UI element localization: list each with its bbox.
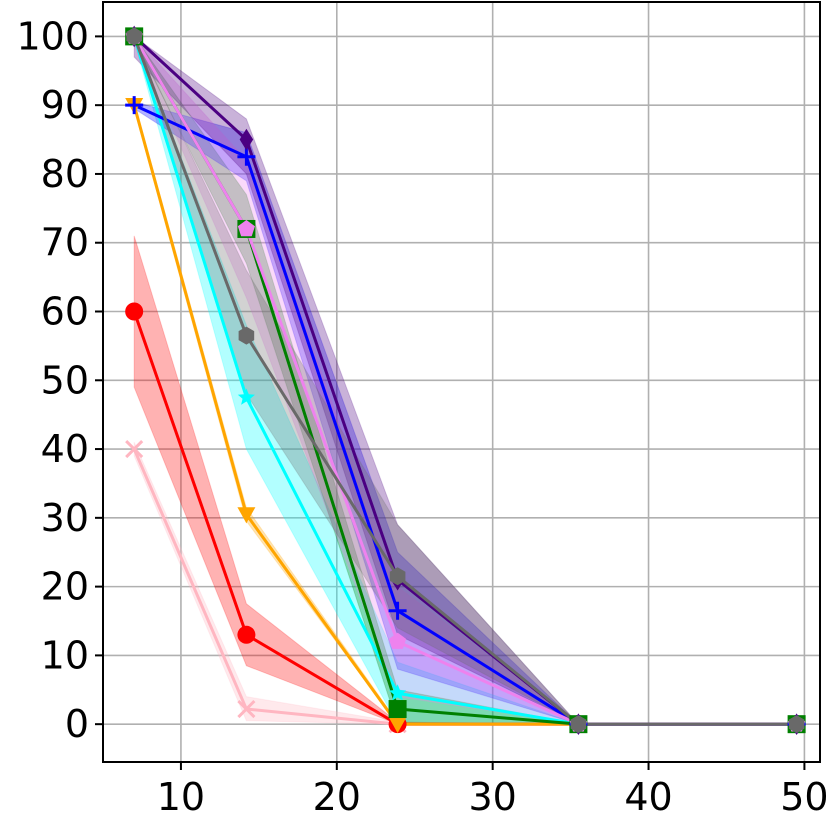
series-4-marker bbox=[388, 700, 407, 719]
y-tick-label: 90 bbox=[41, 83, 89, 127]
series-1-marker bbox=[125, 302, 144, 321]
series-2-marker bbox=[388, 716, 407, 734]
series-7-marker bbox=[239, 128, 254, 151]
y-tick-label: 60 bbox=[41, 290, 89, 334]
plot-frame bbox=[102, 1, 821, 763]
series-8-marker bbox=[788, 715, 805, 734]
series-0-marker bbox=[125, 439, 144, 459]
series-8-marker bbox=[126, 27, 142, 46]
series-5-marker bbox=[237, 147, 256, 166]
y-tick-label: 40 bbox=[41, 427, 89, 471]
x-tick-label: 30 bbox=[468, 775, 516, 818]
y-tick-label: 10 bbox=[41, 633, 89, 677]
series-6-marker bbox=[237, 219, 255, 237]
series-3-marker bbox=[237, 388, 255, 405]
y-tick-label: 30 bbox=[41, 496, 89, 540]
x-tick-label: 50 bbox=[780, 775, 826, 818]
y-tick-label: 80 bbox=[41, 152, 89, 196]
series-3-marker bbox=[389, 684, 407, 701]
y-tick-label: 0 bbox=[65, 702, 89, 746]
series-8-marker bbox=[570, 715, 587, 734]
series-8-marker bbox=[389, 567, 406, 586]
x-tick-label: 20 bbox=[313, 775, 361, 818]
y-axis-tick-labels: 0 10 20 30 40 50 60 70 80 90 100 bbox=[16, 14, 89, 746]
series-5-marker bbox=[125, 96, 144, 115]
x-tick-label: 10 bbox=[157, 775, 205, 818]
series-0-marker bbox=[237, 699, 256, 719]
x-tick-label: 40 bbox=[624, 775, 672, 818]
y-tick-label: 100 bbox=[16, 14, 89, 58]
series-5-marker bbox=[388, 601, 407, 620]
series-2-marker bbox=[237, 507, 256, 524]
series-1-marker bbox=[237, 625, 256, 644]
y-tick-label: 50 bbox=[41, 358, 89, 402]
x-axis-tick-labels: 10 20 30 40 50 bbox=[157, 775, 826, 818]
y-tick-label: 70 bbox=[41, 221, 89, 265]
series-markers bbox=[125, 25, 806, 735]
series-6-marker bbox=[389, 632, 407, 649]
axis-ticks bbox=[95, 35, 806, 770]
y-tick-label: 20 bbox=[41, 565, 89, 609]
series-8-marker bbox=[238, 326, 255, 345]
